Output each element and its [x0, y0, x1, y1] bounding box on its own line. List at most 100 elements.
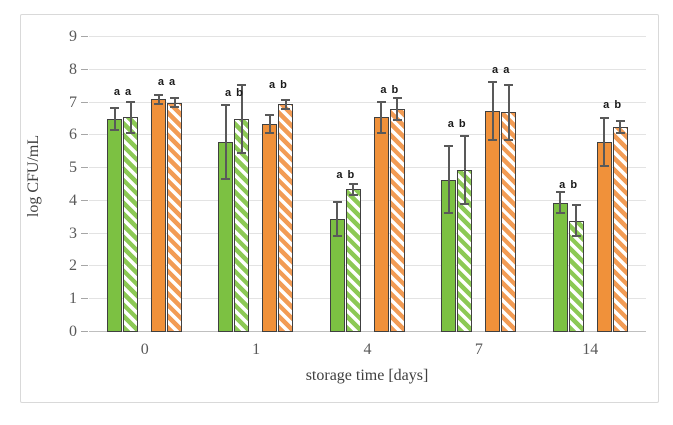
error-cap-bottom-green-hatched-0: [126, 132, 135, 134]
y-tick-mark-6: [81, 134, 88, 136]
y-tick-mark-9: [81, 35, 88, 37]
bar-orange-hatched-day-0: [167, 102, 182, 332]
error-bar-orange-solid-day-7: [491, 82, 494, 139]
error-bar-green-hatched-day-4: [352, 184, 355, 195]
annotation-green_pair-day-0: a a: [113, 85, 132, 98]
gridline-y-0: [89, 331, 646, 332]
y-tick-label-4: 4: [69, 191, 77, 209]
error-bar-green-solid-day-7: [447, 146, 450, 213]
error-bar-orange-hatched-day-7: [507, 86, 510, 139]
error-cap-bottom-orange-solid-1: [265, 132, 275, 134]
y-tick-mark-3: [81, 232, 88, 234]
x-axis-title: storage time [days]: [305, 367, 429, 384]
error-bar-green-hatched-day-1: [240, 86, 243, 152]
error-cap-top-green-hatched-3: [460, 135, 470, 137]
y-tick-label-6: 6: [69, 126, 77, 144]
error-cap-top-orange-solid-0: [154, 94, 163, 96]
error-cap-bottom-green-solid-0: [110, 128, 119, 131]
bar-orange-solid-day-7: [485, 110, 501, 332]
error-cap-bottom-green-solid-4: [555, 212, 565, 215]
error-cap-bottom-green-hatched-4: [571, 235, 581, 238]
error-cap-bottom-orange-solid-0: [154, 102, 163, 105]
bar-orange-hatched-day-1: [278, 104, 294, 332]
plot-area: 0 1 2 3 4 5 6 7 8 9 a a a b a b a b a b a a a b a b a a a b…: [69, 21, 646, 358]
y-tick-label-1: 1: [69, 290, 77, 308]
error-cap-bottom-green-solid-3: [444, 212, 454, 215]
error-cap-top-orange-hatched-3: [504, 84, 514, 87]
error-cap-bottom-orange-solid-2: [376, 132, 386, 134]
error-cap-bottom-green-hatched-1: [237, 151, 247, 154]
bar-green-solid-day-14: [552, 202, 568, 332]
x-tick-label-7: 7: [474, 341, 483, 358]
chart-frame: 0 1 2 3 4 5 6 7 8 9 a a a b a b a b a b a a a b a b a a a b…: [20, 14, 659, 403]
annotation-orange_pair-day-0: a a: [157, 75, 176, 88]
error-bar-orange-solid-day-14: [603, 118, 606, 165]
error-bar-green-hatched-day-7: [463, 136, 466, 203]
y-tick-label-3: 3: [69, 224, 77, 242]
error-cap-top-green-hatched-1: [237, 84, 247, 87]
y-tick-label-5: 5: [69, 159, 77, 177]
error-cap-top-green-solid-2: [332, 200, 342, 203]
bar-orange-solid-day-4: [373, 117, 389, 332]
error-cap-top-green-hatched-4: [571, 203, 581, 206]
error-bar-orange-hatched-day-0: [173, 99, 176, 106]
gridline-y-2: [89, 265, 646, 267]
error-bar-green-solid-day-0: [113, 109, 116, 129]
error-cap-bottom-green-solid-2: [332, 235, 342, 238]
gridline-y-6: [89, 134, 646, 136]
x-tick-label-1: 1: [252, 341, 261, 358]
gridline-y-4: [89, 199, 646, 201]
y-tick-label-2: 2: [69, 257, 77, 275]
y-tick-label-8: 8: [69, 60, 77, 78]
error-cap-bottom-orange-hatched-4: [615, 132, 625, 134]
bar-orange-hatched-day-4: [389, 109, 405, 332]
error-cap-bottom-orange-hatched-0: [170, 105, 179, 108]
y-tick-label-9: 9: [69, 27, 77, 45]
x-tick-label-14: 14: [582, 341, 599, 358]
error-bar-orange-hatched-day-1: [284, 100, 287, 108]
error-cap-bottom-green-hatched-2: [348, 194, 358, 197]
y-tick-label-0: 0: [69, 323, 77, 340]
y-tick-mark-4: [81, 199, 88, 201]
error-cap-top-green-solid-4: [555, 190, 565, 193]
bar-orange-hatched-day-7: [501, 112, 517, 332]
error-cap-bottom-orange-hatched-3: [504, 138, 514, 141]
error-bar-orange-solid-day-0: [157, 95, 160, 103]
error-cap-bottom-orange-solid-4: [599, 164, 609, 167]
y-tick-label-7: 7: [69, 93, 77, 111]
error-bar-green-solid-day-4: [336, 202, 339, 236]
bar-green-solid-day-0: [107, 118, 122, 332]
bar-green-hatched-day-0: [123, 117, 138, 332]
error-cap-bottom-green-hatched-3: [460, 202, 470, 205]
bar-orange-solid-day-14: [596, 141, 612, 332]
bar-green-hatched-day-4: [345, 189, 361, 332]
y-tick-mark-7: [81, 101, 88, 103]
error-cap-top-orange-solid-4: [599, 116, 609, 119]
gridline-y-1: [89, 298, 646, 300]
error-cap-top-orange-hatched-4: [615, 120, 625, 123]
error-cap-top-green-solid-0: [110, 107, 119, 110]
annotation-green_pair-day-4: a b: [336, 169, 355, 182]
error-bar-green-hatched-day-0: [129, 102, 132, 132]
annotation-orange_pair-day-14: a b: [603, 98, 622, 111]
bar-orange-solid-day-0: [151, 99, 166, 332]
annotation-orange_pair-day-7: a a: [492, 64, 510, 77]
error-cap-top-orange-hatched-2: [392, 97, 402, 100]
error-bar-orange-hatched-day-4: [396, 99, 399, 119]
gridline-y-8: [89, 68, 646, 70]
error-cap-bottom-orange-solid-3: [488, 138, 498, 141]
error-cap-top-orange-solid-1: [265, 113, 275, 116]
annotation-green_pair-day-14: a b: [559, 179, 578, 191]
y-tick-mark-1: [81, 298, 88, 300]
gridline-y-9: [89, 35, 646, 37]
y-tick-mark-0: [81, 331, 88, 332]
y-axis-title: log CFU/mL: [25, 134, 42, 218]
bar-orange-hatched-day-14: [612, 127, 628, 332]
error-cap-top-green-solid-1: [221, 103, 231, 106]
y-tick-mark-5: [81, 167, 88, 169]
error-bar-orange-solid-day-1: [268, 115, 271, 132]
annotation-green_pair-day-1: a b: [224, 87, 243, 100]
gridline-y-5: [89, 167, 646, 169]
error-cap-top-green-solid-3: [444, 144, 454, 147]
